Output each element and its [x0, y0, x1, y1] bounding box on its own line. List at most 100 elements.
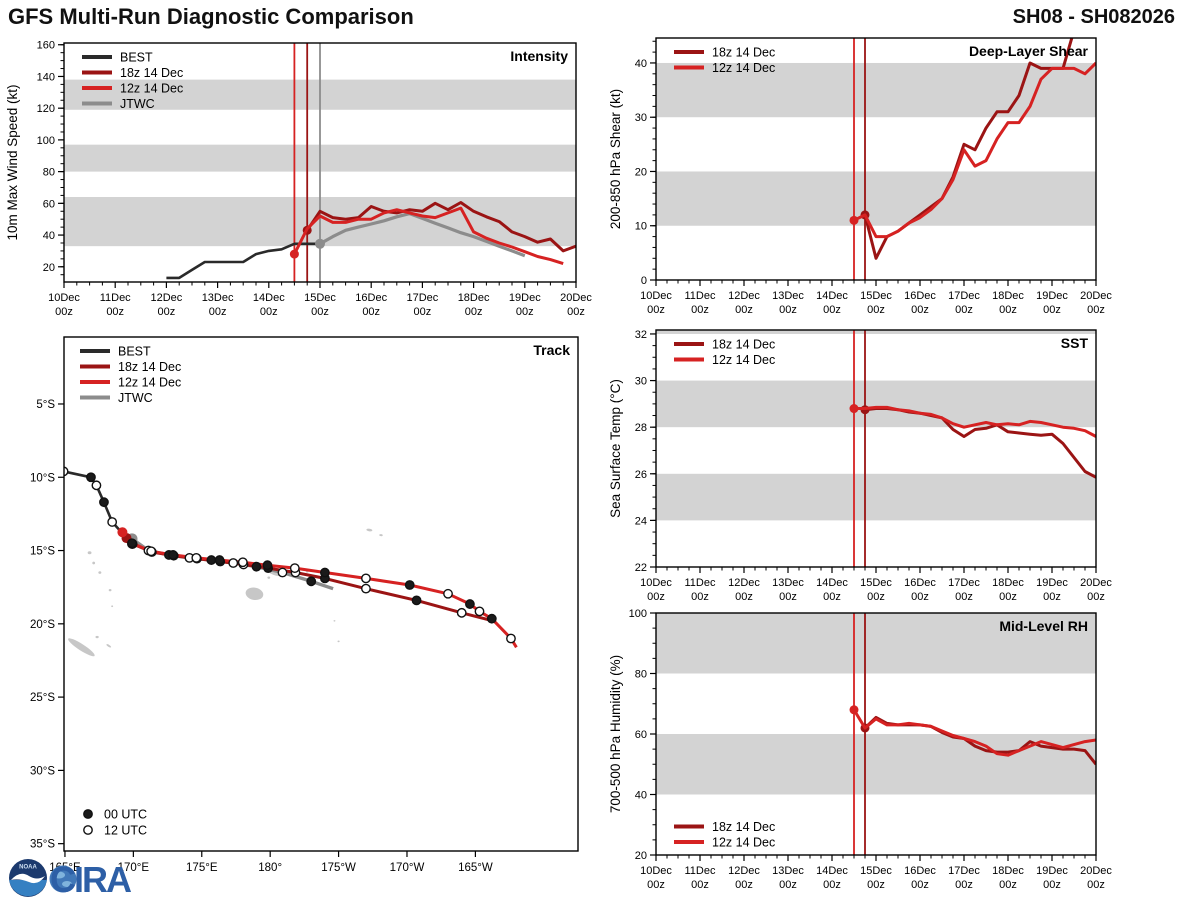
- track-marker-00utc: [127, 538, 137, 549]
- x-tick-day-label: 14Dec: [816, 290, 848, 302]
- x-tick-hour-label: 00z: [823, 304, 841, 316]
- x-tick-day-label: 16Dec: [904, 865, 936, 877]
- x-tick-day-label: 18Dec: [992, 290, 1024, 302]
- map-lon-label: 170°W: [390, 862, 425, 874]
- map-lat-label: 35°S: [30, 839, 55, 851]
- x-tick-hour-label: 00z: [209, 306, 227, 318]
- map-frame: [63, 336, 579, 852]
- legend-label: BEST: [118, 345, 151, 359]
- y-tick-label: 24: [635, 515, 647, 527]
- series-line-best: [166, 242, 320, 280]
- track-marker-00utc: [486, 613, 497, 624]
- y-tick-label: 10: [635, 221, 647, 233]
- x-tick-day-label: 10Dec: [640, 577, 672, 589]
- x-tick-day-label: 20Dec: [560, 292, 592, 304]
- x-tick-hour-label: 00z: [1087, 304, 1105, 316]
- x-tick-day-label: 13Dec: [772, 865, 804, 877]
- y-axis-title-intensity: 10m Max Wind Speed (kt): [5, 84, 20, 240]
- init-dot-r12: [849, 215, 859, 225]
- marker-legend-00utc-icon: [83, 809, 93, 819]
- x-tick-hour-label: 00z: [1043, 304, 1061, 316]
- land-mass: [106, 644, 112, 648]
- x-tick-day-label: 16Dec: [904, 290, 936, 302]
- track-marker-12utc: [289, 563, 300, 574]
- series-line-jtwc: [319, 212, 526, 258]
- legend-label: 12z 14 Dec: [712, 61, 775, 75]
- land-mass: [95, 635, 99, 639]
- x-tick-day-label: 14Dec: [816, 577, 848, 589]
- x-tick-hour-label: 00z: [647, 591, 665, 603]
- y-tick-label: 20: [43, 262, 55, 274]
- x-tick-hour-label: 00z: [999, 304, 1017, 316]
- y-tick-label: 160: [37, 40, 55, 52]
- track-init-dot-r12: [117, 527, 128, 538]
- track-marker-12utc: [228, 558, 239, 568]
- noaa-logo-text: NOAA: [19, 865, 37, 871]
- panel-frame: [63, 42, 577, 283]
- track-marker-00utc: [251, 561, 262, 572]
- land-mass: [267, 576, 271, 579]
- map-lat-label: 10°S: [30, 472, 55, 484]
- x-tick-day-label: 10Dec: [640, 865, 672, 877]
- series-line-r12: [854, 405, 1096, 438]
- land-mass: [108, 588, 112, 592]
- track-marker-12utc: [107, 517, 118, 527]
- track-marker-00utc: [262, 560, 273, 571]
- init-dot-r12: [849, 404, 859, 414]
- cira-globe-land: [53, 871, 65, 879]
- panel-title-track: Track: [533, 342, 570, 358]
- y-tick-label: 32: [635, 329, 647, 341]
- x-tick-hour-label: 00z: [106, 306, 124, 318]
- series-line-r12: [293, 206, 564, 266]
- x-tick-day-label: 12Dec: [728, 865, 760, 877]
- category-band: [656, 380, 1096, 428]
- x-tick-day-label: 16Dec: [355, 292, 387, 304]
- x-tick-day-label: 15Dec: [860, 290, 892, 302]
- x-tick-day-label: 10Dec: [640, 290, 672, 302]
- x-tick-day-label: 12Dec: [728, 290, 760, 302]
- land-mass: [333, 620, 336, 622]
- y-tick-label: 26: [635, 469, 647, 481]
- track-marker-12utc: [91, 480, 102, 491]
- map-lat-label: 20°S: [30, 619, 55, 631]
- panel-frame: [655, 612, 1097, 856]
- y-tick-label: 40: [635, 58, 647, 70]
- track-marker-12utc: [474, 606, 485, 617]
- x-tick-day-label: 17Dec: [407, 292, 439, 304]
- y-tick-label: 0: [641, 275, 647, 287]
- panel-title-shear: Deep-Layer Shear: [969, 43, 1089, 59]
- x-tick-hour-label: 00z: [362, 306, 380, 318]
- x-tick-hour-label: 00z: [735, 304, 753, 316]
- y-tick-label: 40: [635, 790, 647, 802]
- x-tick-day-label: 11Dec: [685, 865, 716, 877]
- map-lon-label: 175°W: [321, 862, 356, 874]
- y-axis-title-shear: 200-850 hPa Shear (kt): [608, 89, 623, 229]
- map-lon-label: 170°E: [118, 862, 150, 874]
- legend-label: 12z 14 Dec: [712, 353, 775, 367]
- track-marker-12utc: [361, 573, 371, 584]
- x-tick-hour-label: 00z: [465, 306, 483, 318]
- x-tick-hour-label: 00z: [55, 306, 73, 318]
- legend-label: 18z 14 Dec: [712, 46, 775, 60]
- legend-label: 12z 14 Dec: [712, 836, 775, 850]
- legend-label: JTWC: [118, 391, 153, 405]
- x-tick-day-label: 11Dec: [685, 577, 716, 589]
- x-tick-hour-label: 00z: [867, 591, 885, 603]
- x-tick-hour-label: 00z: [999, 879, 1017, 891]
- category-band: [656, 62, 1096, 118]
- x-tick-hour-label: 00z: [999, 591, 1017, 603]
- map-lon-label: 165°W: [458, 862, 493, 874]
- track-marker-12utc: [456, 607, 467, 618]
- x-tick-hour-label: 00z: [911, 879, 929, 891]
- y-axis-title-rh: 700-500 hPa Humidity (%): [608, 655, 623, 813]
- x-tick-day-label: 13Dec: [772, 290, 804, 302]
- legend-label: 18z 14 Dec: [712, 820, 775, 834]
- x-tick-day-label: 19Dec: [509, 292, 541, 304]
- panel-title-intensity: Intensity: [510, 48, 568, 64]
- y-tick-label: 80: [43, 167, 55, 179]
- track-marker-00utc: [99, 497, 109, 508]
- track-marker-00utc: [404, 580, 415, 590]
- x-tick-day-label: 14Dec: [253, 292, 285, 304]
- y-tick-label: 120: [37, 103, 55, 115]
